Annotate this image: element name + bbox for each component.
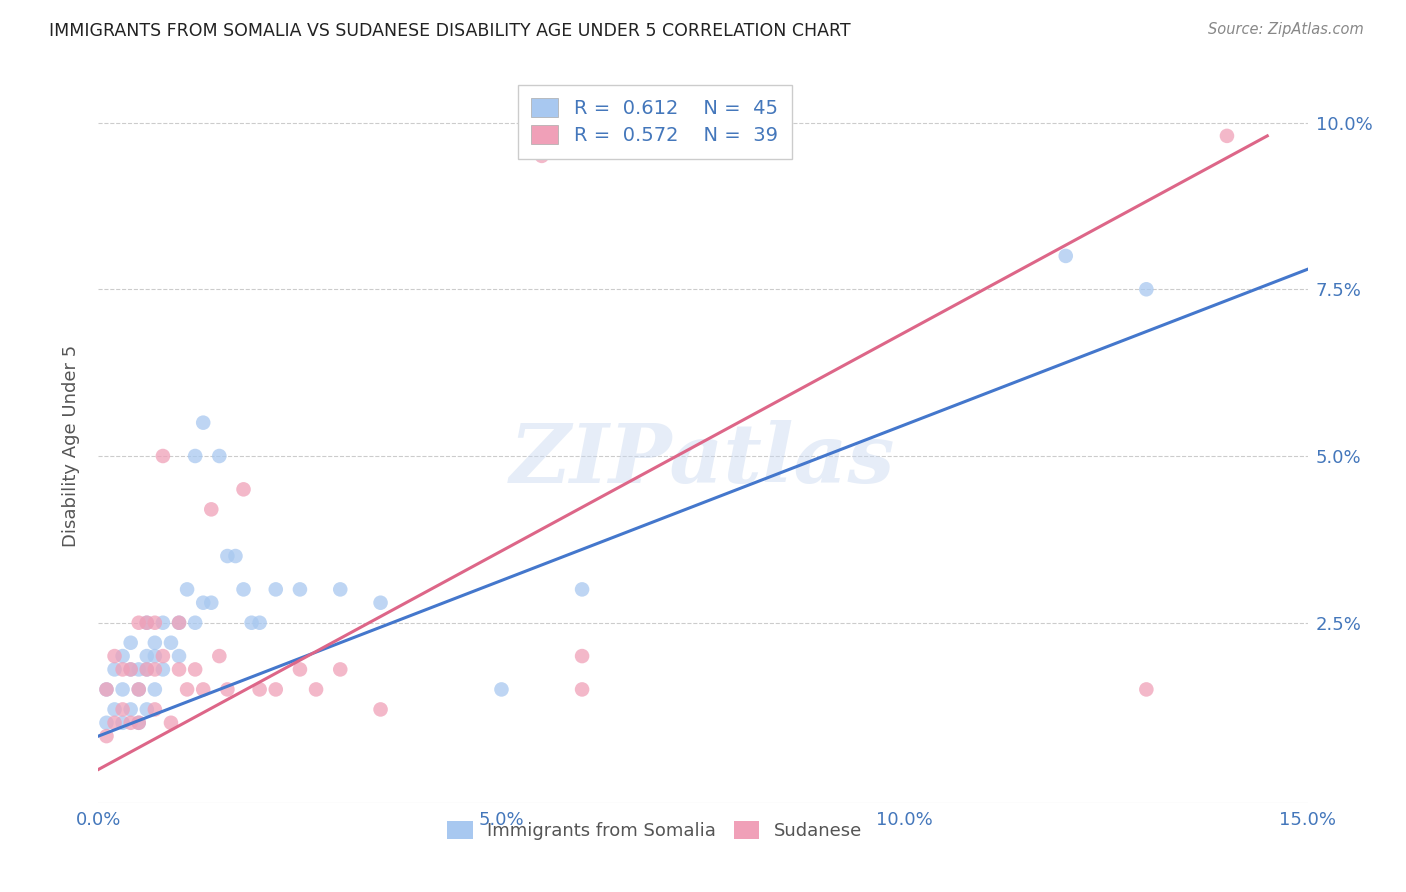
Point [128,682,150,697]
Point [111,649,134,664]
Point [152,662,174,676]
Point [200,596,222,610]
Point [232,582,254,597]
Text: ZIPatlas: ZIPatlas [510,420,896,500]
Text: Source: ZipAtlas.com: Source: ZipAtlas.com [1208,22,1364,37]
Point [329,662,352,676]
Point [1216,128,1239,143]
Point [120,662,142,676]
Point [103,662,125,676]
Point [491,682,513,697]
Point [571,682,593,697]
Point [120,702,142,716]
Text: IMMIGRANTS FROM SOMALIA VS SUDANESE DISABILITY AGE UNDER 5 CORRELATION CHART: IMMIGRANTS FROM SOMALIA VS SUDANESE DISA… [49,22,851,40]
Point [143,649,166,664]
Point [232,483,254,497]
Point [152,449,174,463]
Point [96,682,118,697]
Point [167,662,190,676]
Point [1054,249,1077,263]
Point [208,449,231,463]
Point [96,682,118,697]
Legend: Immigrants from Somalia, Sudanese: Immigrants from Somalia, Sudanese [440,814,869,847]
Point [96,715,118,730]
Point [96,729,118,743]
Point [135,615,157,630]
Point [571,649,593,664]
Point [200,502,222,516]
Point [111,662,134,676]
Point [193,682,215,697]
Point [128,715,150,730]
Point [530,149,553,163]
Point [288,582,311,597]
Point [184,662,207,676]
Point [184,615,207,630]
Point [370,596,392,610]
Point [571,582,593,597]
Y-axis label: Disability Age Under 5: Disability Age Under 5 [62,345,80,547]
Point [143,636,166,650]
Point [135,662,157,676]
Point [217,682,239,697]
Point [167,615,190,630]
Point [120,715,142,730]
Point [120,662,142,676]
Point [240,615,263,630]
Point [103,715,125,730]
Point [135,662,157,676]
Point [152,649,174,664]
Point [111,715,134,730]
Point [160,715,183,730]
Point [193,416,215,430]
Point [249,615,271,630]
Point [176,682,198,697]
Point [128,615,150,630]
Point [217,549,239,563]
Point [249,682,271,697]
Point [143,682,166,697]
Point [143,702,166,716]
Point [103,702,125,716]
Point [111,682,134,697]
Point [305,682,328,697]
Point [264,682,287,697]
Point [128,715,150,730]
Point [103,649,125,664]
Point [111,702,134,716]
Point [135,649,157,664]
Point [224,549,246,563]
Point [370,702,392,716]
Point [160,636,183,650]
Point [167,649,190,664]
Point [135,702,157,716]
Point [184,449,207,463]
Point [152,615,174,630]
Point [264,582,287,597]
Point [208,649,231,664]
Point [329,582,352,597]
Point [135,615,157,630]
Point [120,636,142,650]
Point [128,682,150,697]
Point [1135,682,1157,697]
Point [193,596,215,610]
Point [143,615,166,630]
Point [1135,282,1157,296]
Point [288,662,311,676]
Point [167,615,190,630]
Point [128,662,150,676]
Point [176,582,198,597]
Point [143,662,166,676]
